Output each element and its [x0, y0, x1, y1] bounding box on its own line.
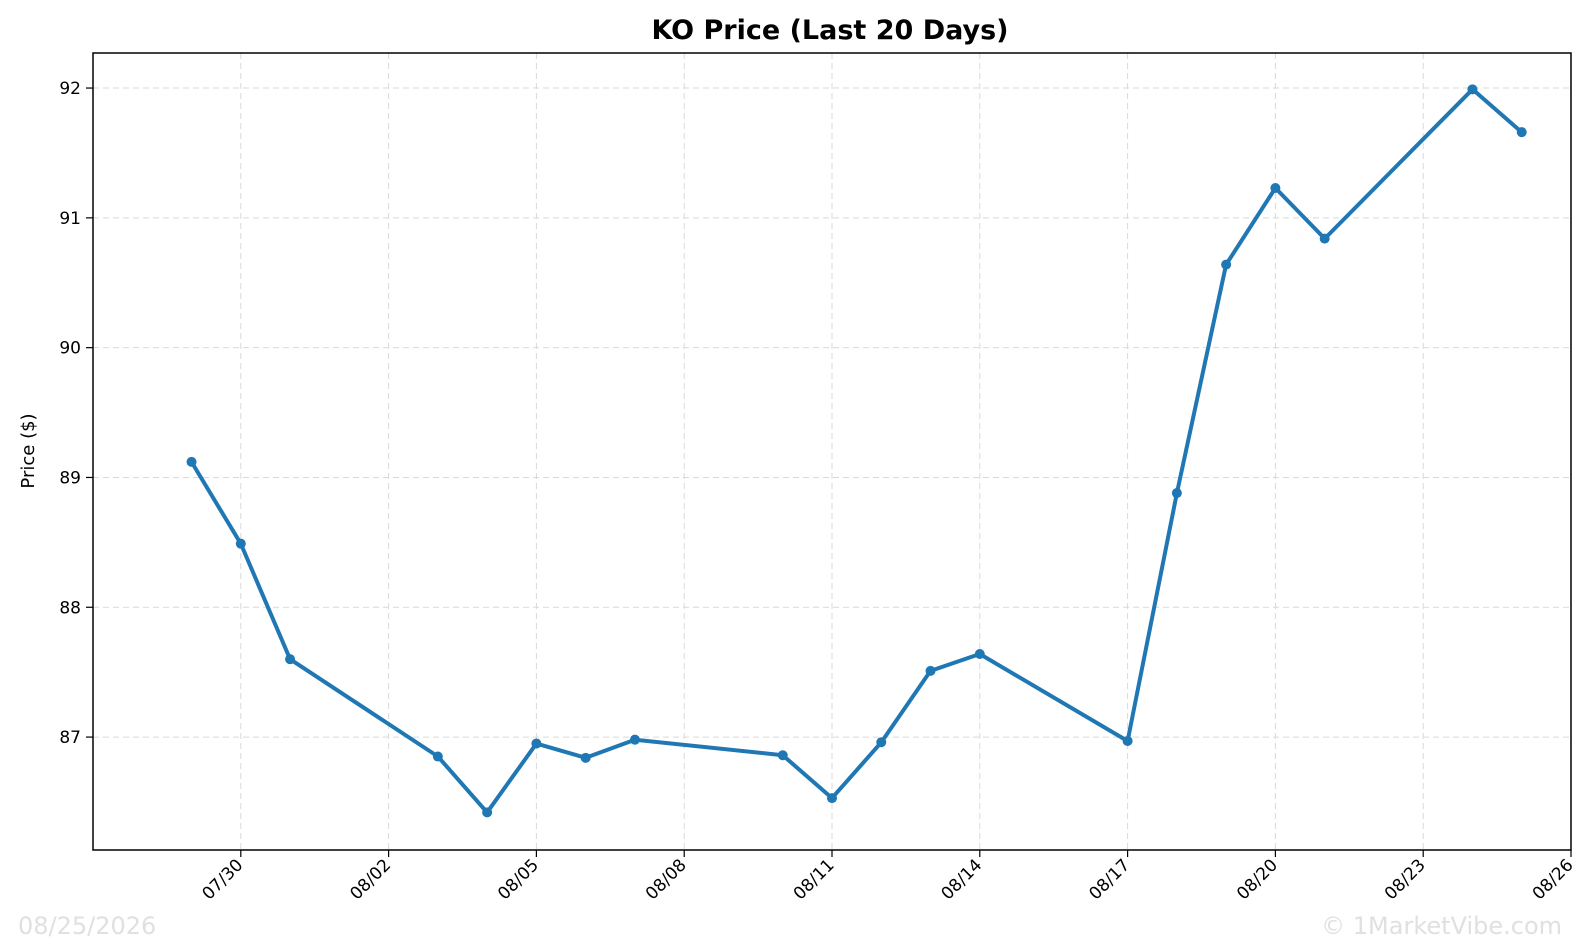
y-tick-label: 91 — [59, 209, 81, 229]
price-point — [482, 807, 493, 818]
x-tick-label: 08/11 — [790, 855, 839, 904]
y-axis-label: Price ($) — [18, 413, 39, 488]
price-point — [629, 734, 640, 745]
price-point — [1171, 488, 1182, 499]
y-tick-label: 87 — [59, 728, 81, 748]
x-tick-label: 08/17 — [1085, 855, 1134, 904]
price-point — [974, 648, 985, 659]
x-tick-label: 08/23 — [1381, 855, 1430, 904]
price-point — [531, 738, 542, 749]
x-tick-label: 08/08 — [642, 855, 691, 904]
y-tick-label: 90 — [59, 339, 81, 359]
axis-ticks — [86, 87, 1572, 857]
price-point — [1122, 735, 1133, 746]
x-tick-label: 08/05 — [494, 855, 543, 904]
y-axis-tick-labels: 87 88 89 90 91 92 — [59, 79, 81, 748]
price-point — [777, 750, 788, 761]
date-watermark: 08/25/2026 — [18, 912, 156, 940]
price-point — [1319, 233, 1330, 244]
price-line — [189, 87, 1524, 815]
price-point — [235, 538, 246, 549]
y-tick-label: 89 — [59, 468, 81, 488]
x-tick-label: 08/26 — [1529, 855, 1578, 904]
grid — [93, 53, 1572, 850]
x-tick-label: 08/20 — [1233, 855, 1282, 904]
price-point — [1516, 127, 1527, 138]
price-point — [580, 752, 591, 763]
price-point — [432, 751, 443, 762]
price-point — [285, 654, 296, 665]
y-tick-label: 92 — [59, 79, 81, 99]
price-point — [876, 737, 887, 748]
chart-title: KO Price (Last 20 Days) — [651, 15, 1008, 46]
series-ko — [186, 84, 1527, 818]
price-point — [1221, 259, 1232, 270]
plot-area — [92, 52, 1572, 851]
source-watermark: © 1MarketVibe.com — [1321, 912, 1562, 940]
x-tick-label: 08/14 — [938, 855, 987, 904]
price-point — [1467, 84, 1478, 95]
price-point — [925, 665, 936, 676]
x-tick-label: 08/02 — [346, 855, 395, 904]
y-tick-label: 88 — [59, 598, 81, 618]
price-point — [186, 456, 197, 467]
price-point — [1270, 182, 1281, 193]
x-tick-label: 07/30 — [199, 855, 248, 904]
x-axis-tick-labels: 07/30 08/02 08/05 08/08 08/11 08/14 08/17 08/20… — [199, 855, 1578, 904]
price-point — [827, 793, 837, 804]
